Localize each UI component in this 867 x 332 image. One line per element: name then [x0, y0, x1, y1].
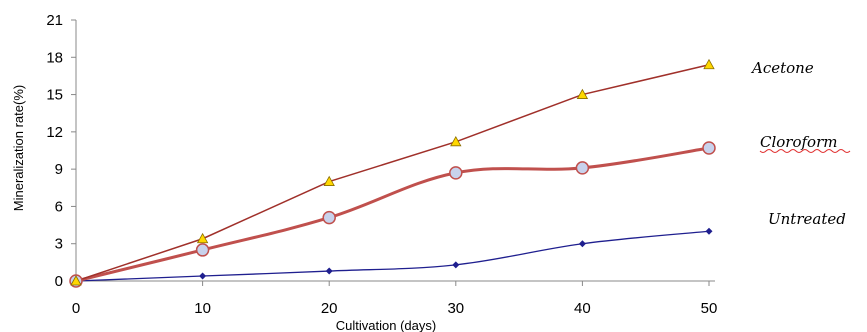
- axes: [71, 19, 715, 286]
- y-tick-label: 21: [46, 12, 63, 29]
- x-tick-label: 50: [701, 300, 718, 317]
- marker-untreated: [705, 227, 713, 235]
- marker-acetone: [196, 232, 209, 244]
- y-tick-label: 0: [55, 273, 63, 290]
- marker-acetone: [70, 275, 82, 286]
- x-tick-label: 20: [321, 300, 338, 317]
- marker-acetone: [323, 175, 335, 186]
- y-tick-labels: 0 3 6 9 12 15 18 21: [46, 12, 63, 290]
- marker-untreated: [325, 267, 333, 275]
- y-axis-title: Mineralization rate(%): [11, 85, 26, 211]
- marker-acetone: [576, 88, 589, 99]
- marker-cloroform: [702, 141, 716, 155]
- x-tick-label: 30: [447, 300, 464, 317]
- y-tick-label: 3: [55, 236, 63, 253]
- x-axis-title: Cultivation (days): [336, 318, 436, 332]
- y-tick-label: 15: [46, 87, 63, 104]
- series-label-acetone: Acetone: [750, 59, 814, 77]
- marker-acetone: [703, 58, 715, 70]
- series-label-untreated: Untreated: [768, 210, 846, 228]
- series-line-acetone: [75, 64, 710, 282]
- marker-cloroform: [195, 243, 210, 257]
- marker-untreated: [199, 272, 207, 280]
- series-markers: [69, 58, 716, 288]
- series-labels: Untreated Cloroform Acetone: [750, 59, 851, 228]
- y-tick-label: 18: [46, 49, 63, 66]
- x-tick-labels: 0 10 20 30 40 50: [72, 300, 718, 317]
- series-line-cloroform: [75, 146, 710, 283]
- marker-untreated: [452, 261, 460, 269]
- series-line-untreated: [75, 230, 710, 282]
- x-tick-label: 0: [72, 300, 80, 317]
- series-lines: [75, 64, 710, 283]
- marker-cloroform: [449, 166, 463, 180]
- marker-cloroform: [322, 210, 336, 225]
- marker-cloroform: [575, 161, 590, 175]
- marker-untreated: [578, 240, 586, 248]
- marker-acetone: [450, 135, 462, 147]
- spellcheck-underline: [759, 149, 851, 153]
- y-tick-label: 6: [55, 198, 63, 215]
- x-tick-label: 40: [574, 300, 591, 317]
- x-tick-label: 10: [194, 300, 211, 317]
- series-label-cloroform: Cloroform: [760, 133, 837, 151]
- y-tick-label: 12: [46, 124, 63, 141]
- y-tick-label: 9: [55, 161, 63, 178]
